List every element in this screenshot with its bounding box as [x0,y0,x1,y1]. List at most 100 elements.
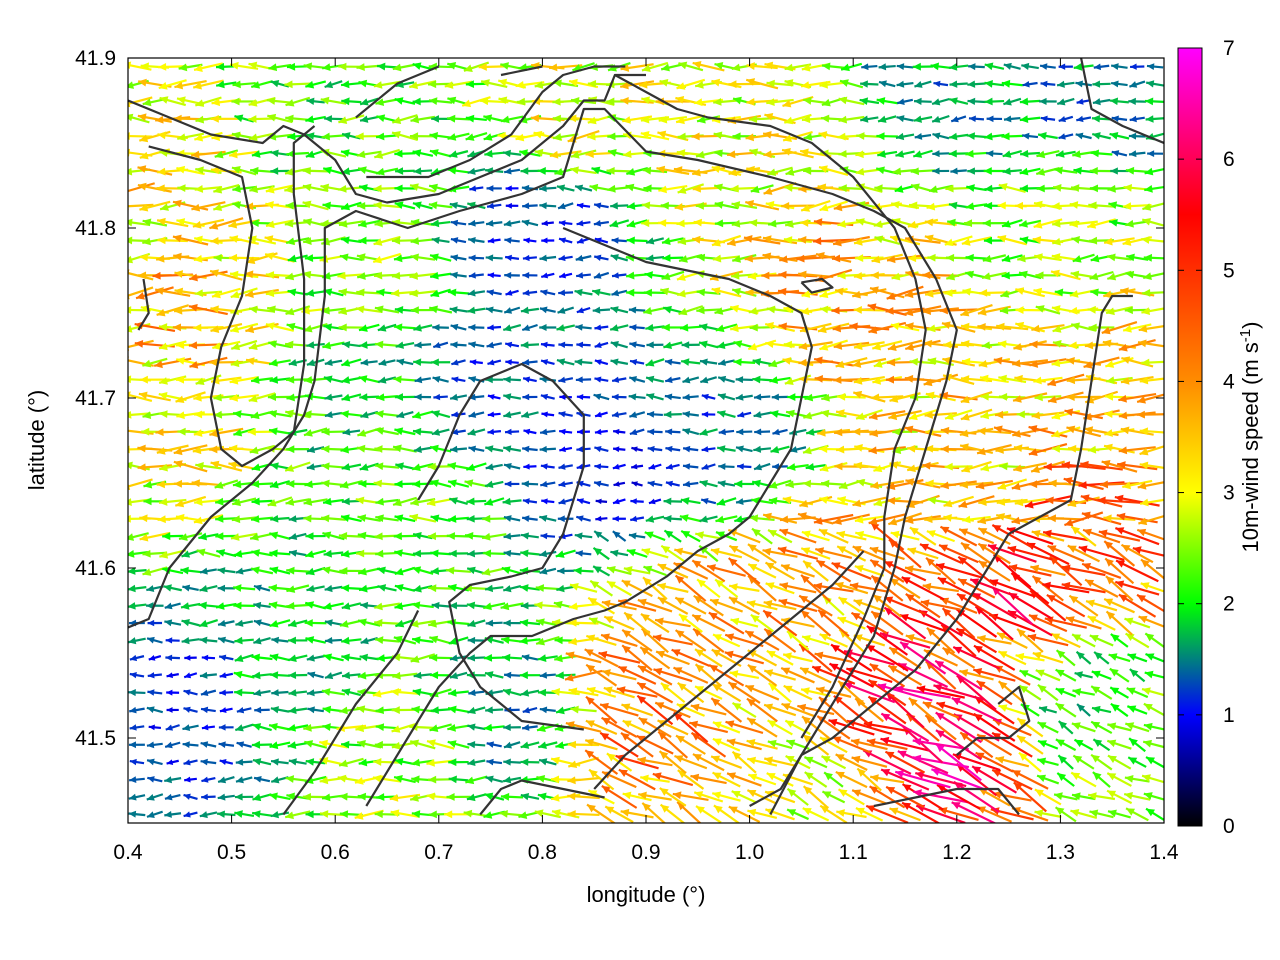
wind-arrow [733,358,756,367]
wind-arrow [960,408,993,421]
wind-arrow [391,114,418,125]
wind-arrow [195,374,222,386]
wind-arrow [1092,80,1111,88]
wind-arrow [486,758,503,766]
wind-arrow [838,115,865,124]
wind-arrow [1114,494,1160,507]
wind-arrow [837,596,865,616]
wind-arrow [1140,582,1164,593]
wind-arrow [1091,670,1112,681]
wind-arrow [648,463,662,470]
wind-arrow [465,775,488,785]
wind-arrow [1071,792,1096,801]
wind-arrow [612,530,627,542]
wind-arrow [612,446,626,453]
wind-arrow [939,525,978,547]
wind-arrow [855,530,884,541]
colorbar-tick-label: 6 [1223,148,1235,171]
wind-arrow [164,776,182,784]
wind-arrow [558,498,573,505]
wind-arrow [948,63,969,71]
wind-arrow [870,480,905,490]
wind-arrow [248,132,276,142]
wind-arrow [821,62,846,71]
wind-arrow [520,306,540,314]
wind-arrow [714,578,739,598]
wind-arrow [159,96,187,107]
wind-arrow [978,498,1011,507]
colorbar-title: 10m-wind speed (m s-1) [1237,322,1263,553]
wind-arrow [285,409,311,419]
wind-arrow [1111,115,1128,123]
wind-arrow [540,341,555,348]
wind-arrow [320,514,346,523]
wind-arrow [747,563,777,579]
wind-arrow [1126,687,1149,699]
wind-arrow [372,252,402,264]
wind-arrow [1036,149,1060,159]
wind-arrow [286,445,310,454]
wind-arrow [412,201,433,210]
wind-arrow [1144,670,1164,679]
wind-arrow [901,801,941,823]
wind-arrow [815,252,852,263]
wind-arrow [522,254,537,262]
wind-arrow [409,132,436,141]
wind-arrow [664,358,681,366]
wind-arrow [991,524,1033,549]
wind-arrow [174,80,207,90]
wind-arrow [663,341,683,350]
wind-arrow [1117,461,1158,471]
wind-arrow [690,703,727,716]
wind-arrow [230,339,258,351]
wind-arrow [504,341,520,348]
wind-arrow [754,428,771,436]
wind-arrow [305,758,326,766]
wind-arrow [286,566,310,575]
wind-arrow [251,653,273,662]
wind-arrow [251,810,272,818]
wind-arrow [675,734,706,755]
wind-arrow [228,150,260,159]
wind-arrow [128,410,151,419]
wind-arrow [904,565,941,576]
wind-arrow [746,789,778,805]
wind-arrow [746,697,778,723]
wind-arrow [390,688,420,696]
wind-arrow [1072,253,1095,263]
wind-arrow [984,62,1005,71]
wind-arrow [1124,722,1150,733]
wind-arrow [838,96,865,106]
wind-arrow [450,271,467,279]
wind-arrow [567,740,600,749]
wind-arrow [819,736,848,754]
wind-arrow [976,634,1012,645]
wind-arrow [539,706,556,714]
wind-arrow [1128,737,1146,753]
wind-arrow [181,549,200,558]
wind-arrow [447,132,470,141]
contour-line [366,65,626,179]
wind-arrow [688,720,729,734]
wind-arrow [485,463,503,471]
wind-arrow [519,671,541,680]
wind-arrow [128,689,146,697]
wind-arrow [231,166,257,176]
wind-arrow [503,375,521,384]
wind-arrow [665,463,680,470]
wind-arrow [680,497,701,505]
wind-arrow [606,580,632,597]
wind-arrow [592,565,611,577]
wind-arrow [786,463,809,471]
wind-arrow [413,324,433,332]
wind-arrow [375,514,399,523]
wind-arrow [413,671,432,680]
wind-arrow [523,463,537,470]
wind-arrow [1144,167,1164,176]
wind-arrow [1084,578,1119,598]
wind-arrow [1122,479,1153,490]
wind-arrow [593,393,610,401]
wind-arrow [854,697,885,723]
wind-arrow [146,758,163,766]
wind-arrow [628,532,646,540]
